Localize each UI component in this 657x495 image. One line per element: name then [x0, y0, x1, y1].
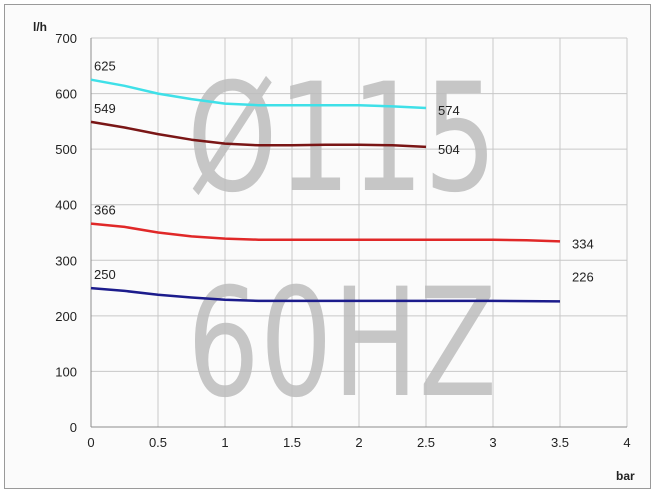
chart-frame: Ø115 60HZ 0 0.5 1 1.5 2 2.5 3 3.5 4 0 100 200 300 400 5… [4, 4, 651, 489]
end-value-label: 574 [438, 103, 460, 118]
end-value-label: 504 [438, 142, 460, 157]
series-line [90, 222, 561, 243]
watermark: Ø115 60HZ [187, 52, 497, 431]
y-tick-label: 0 [70, 420, 77, 435]
end-value-label: 334 [572, 236, 594, 251]
line-chart: Ø115 60HZ 0 0.5 1 1.5 2 2.5 3 3.5 4 0 100 200 300 400 5… [33, 20, 635, 483]
y-tick-label: 100 [55, 364, 77, 379]
x-tick-label: 3.5 [551, 435, 569, 450]
x-axis-unit: bar [616, 469, 635, 483]
start-value-label: 549 [94, 101, 116, 116]
y-tick-label: 500 [55, 142, 77, 157]
series-line [90, 120, 427, 149]
series-line [90, 286, 561, 303]
x-tick-label: 0 [87, 435, 94, 450]
x-tick-label: 1 [221, 435, 228, 450]
start-value-label: 250 [94, 267, 116, 282]
end-value-label: 226 [572, 269, 594, 284]
x-tick-label: 1.5 [283, 435, 301, 450]
watermark-text: Ø115 [187, 52, 497, 226]
y-tick-label: 300 [55, 253, 77, 268]
start-value-label: 625 [94, 59, 116, 74]
y-tick-label: 700 [55, 31, 77, 46]
axes: 0 0.5 1 1.5 2 2.5 3 3.5 4 0 100 200 300 400 500 600 700 [55, 31, 630, 450]
y-tick-label: 400 [55, 198, 77, 213]
x-tick-label: 3 [489, 435, 496, 450]
x-tick-label: 0.5 [149, 435, 167, 450]
data-labels: 625 574 549 504 366 334 250 226 [94, 59, 594, 285]
y-tick-label: 600 [55, 87, 77, 102]
x-tick-label: 2.5 [417, 435, 435, 450]
x-tick-label: 2 [355, 435, 362, 450]
series-group [90, 78, 561, 303]
x-tick-label: 4 [623, 435, 630, 450]
y-axis-unit: l/h [33, 20, 47, 34]
y-tick-label: 200 [55, 309, 77, 324]
grid [90, 37, 628, 428]
series-line [90, 78, 427, 110]
start-value-label: 366 [94, 203, 116, 218]
watermark-text: 60HZ [187, 257, 497, 431]
